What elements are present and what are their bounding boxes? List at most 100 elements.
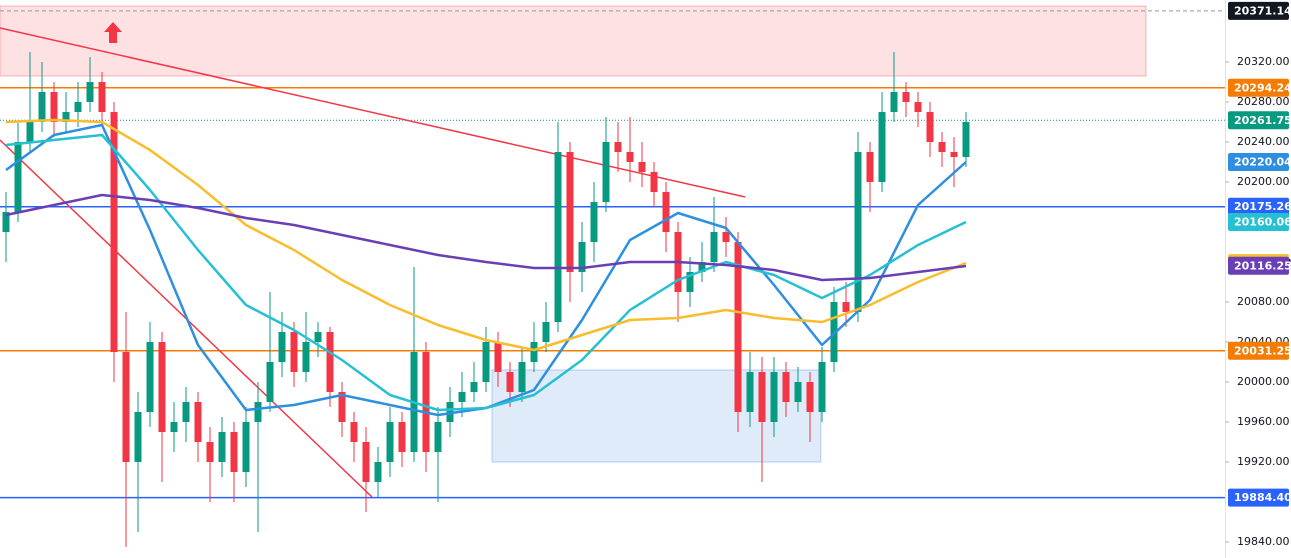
candle-body: [110, 112, 118, 352]
moving-average-line: [5, 118, 967, 352]
candle-body: [206, 442, 214, 462]
candle-body: [38, 92, 46, 122]
y-tick-label: 20200.00: [1237, 175, 1290, 188]
candle-body: [218, 432, 226, 462]
trendline: [0, 27, 746, 198]
price-badge-label: 19884.40: [1234, 491, 1291, 504]
candle-body: [338, 392, 346, 422]
candle-body: [170, 422, 178, 432]
candle-body: [734, 242, 742, 412]
candle-body: [398, 422, 406, 452]
candle-body: [542, 322, 550, 342]
candle-body: [158, 342, 166, 432]
candle-body: [518, 362, 526, 392]
y-tick-label: 20320.00: [1237, 55, 1290, 68]
candle-body: [662, 192, 670, 232]
candle-body: [878, 112, 886, 182]
candle-body: [86, 82, 94, 102]
candle-body: [938, 142, 946, 152]
price-badge: [1228, 1, 1289, 20]
candle-body: [578, 242, 586, 272]
candle-body: [278, 332, 286, 362]
candle-body: [350, 422, 358, 442]
up-arrow-icon: [104, 22, 122, 43]
candle-body: [530, 342, 538, 362]
candle-body: [710, 232, 718, 262]
price-badge: [1228, 488, 1289, 507]
candle-body: [926, 112, 934, 142]
price-badge: [1228, 256, 1289, 275]
price-badge-label: 20294.24: [1234, 81, 1291, 94]
candle-body: [482, 342, 490, 382]
candle-body: [422, 352, 430, 452]
candle-body: [782, 372, 790, 402]
plot-area: [0, 5, 1225, 547]
candle-body: [134, 412, 142, 462]
candle-body: [374, 462, 382, 482]
candle-body: [626, 152, 634, 162]
candle-body: [14, 142, 22, 212]
candle-body: [902, 92, 910, 102]
candle-body: [806, 382, 814, 412]
price-badge-label: 20160.06: [1234, 215, 1291, 228]
price-badge: [1228, 341, 1289, 360]
candle-body: [854, 152, 862, 312]
zone: [0, 5, 1147, 77]
price-badge-label: 20371.14: [1234, 4, 1291, 17]
candle-body: [866, 152, 874, 182]
price-badge-label: 20261.75: [1234, 114, 1291, 127]
moving-average-line: [5, 133, 967, 412]
price-badge-label: 20031.25: [1234, 344, 1291, 357]
candle-body: [26, 122, 34, 142]
candle-body: [98, 82, 106, 112]
candle-body: [494, 342, 502, 372]
y-tick-label: 19920.00: [1237, 455, 1290, 468]
candle-body: [962, 122, 970, 157]
candle-body: [266, 362, 274, 402]
candle-body: [146, 342, 154, 412]
candle-body: [74, 102, 82, 112]
candle-body: [242, 422, 250, 472]
candle-body: [590, 202, 598, 242]
price-badge: [1228, 197, 1289, 216]
candle-body: [50, 92, 58, 122]
candle-body: [770, 372, 778, 422]
candle-body: [434, 422, 442, 452]
candle-body: [818, 362, 826, 412]
candle-body: [758, 372, 766, 422]
candle-body: [302, 342, 310, 372]
candle-body: [614, 142, 622, 152]
candle-body: [326, 332, 334, 392]
price-badge: [1228, 78, 1289, 97]
candle-body: [566, 152, 574, 272]
price-badge: [1228, 111, 1289, 130]
candle-body: [182, 402, 190, 422]
candle-body: [842, 302, 850, 312]
candle-body: [470, 382, 478, 392]
candle-body: [506, 372, 514, 392]
candle-body: [602, 142, 610, 202]
candle-body: [122, 352, 130, 462]
candle-body: [686, 272, 694, 292]
y-tick-label: 19840.00: [1237, 535, 1290, 548]
y-tick-label: 20240.00: [1237, 135, 1290, 148]
candle-body: [950, 152, 958, 157]
candle-body: [650, 172, 658, 192]
y-tick-label: 20280.00: [1237, 95, 1290, 108]
candle-body: [638, 162, 646, 172]
price-badge-label: 20175.26: [1234, 200, 1291, 213]
candle-body: [794, 382, 802, 402]
candle-body: [386, 422, 394, 462]
candle-body: [830, 302, 838, 362]
candle-body: [62, 112, 70, 122]
candle-body: [698, 262, 706, 272]
price-badge-label: 20116.25: [1234, 259, 1291, 272]
candle-body: [194, 402, 202, 442]
candle-body: [254, 402, 262, 422]
moving-average-line: [5, 193, 967, 282]
candle-body: [2, 212, 10, 232]
candle-body: [290, 332, 298, 372]
y-tick-label: 19960.00: [1237, 415, 1290, 428]
